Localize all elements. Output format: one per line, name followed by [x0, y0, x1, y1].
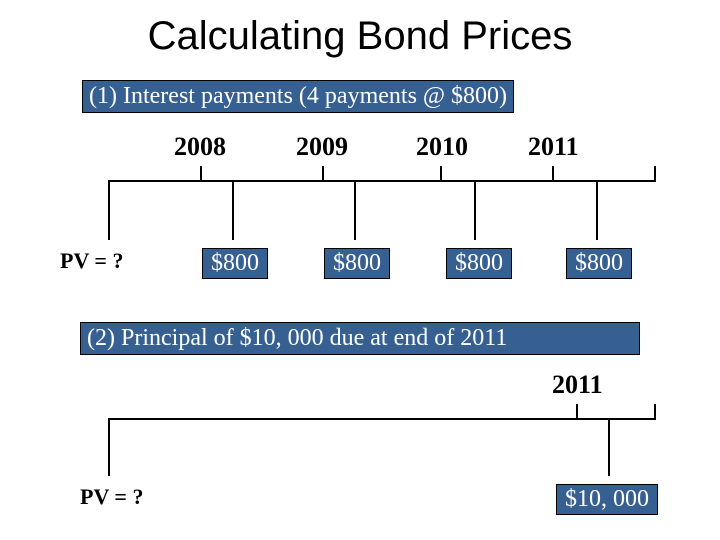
timeline1-tick-end: [654, 166, 656, 180]
timeline2-tick-year: [576, 404, 578, 418]
amount-1-3: $800: [566, 248, 632, 279]
year-2009: 2009: [296, 132, 348, 162]
timeline1-tick-1b: [354, 180, 356, 240]
timeline1-tick-3b: [596, 180, 598, 240]
pv-label-1: PV = ?: [60, 248, 123, 274]
amount-1-0: $800: [202, 248, 268, 279]
timeline1-tick-0: [200, 166, 202, 180]
timeline2-tick-pv: [108, 418, 110, 476]
year2-2011: 2011: [552, 370, 603, 400]
timeline1-tick-3: [552, 166, 554, 180]
amount-1-1: $800: [324, 248, 390, 279]
year-2008: 2008: [174, 132, 226, 162]
timeline1-tick-1: [322, 166, 324, 180]
timeline2-tick-endcap: [654, 404, 656, 418]
timeline1-tick-0b: [232, 180, 234, 240]
timeline1-tick-pv: [108, 180, 110, 240]
section1-banner: (1) Interest payments (4 payments @ $800…: [82, 80, 514, 113]
timeline2-tick-end: [608, 418, 610, 476]
page-title: Calculating Bond Prices: [0, 0, 720, 59]
amount-1-2: $800: [446, 248, 512, 279]
section2-banner: (2) Principal of $10, 000 due at end of …: [80, 322, 640, 355]
timeline1-tick-2: [440, 166, 442, 180]
year-2011: 2011: [528, 132, 579, 162]
timeline1-hline: [108, 180, 656, 182]
amount-2: $10, 000: [556, 484, 658, 515]
timeline2-hline: [108, 418, 656, 420]
year-2010: 2010: [416, 132, 468, 162]
timeline1-tick-2b: [474, 180, 476, 240]
pv-label-2: PV = ?: [80, 484, 143, 510]
